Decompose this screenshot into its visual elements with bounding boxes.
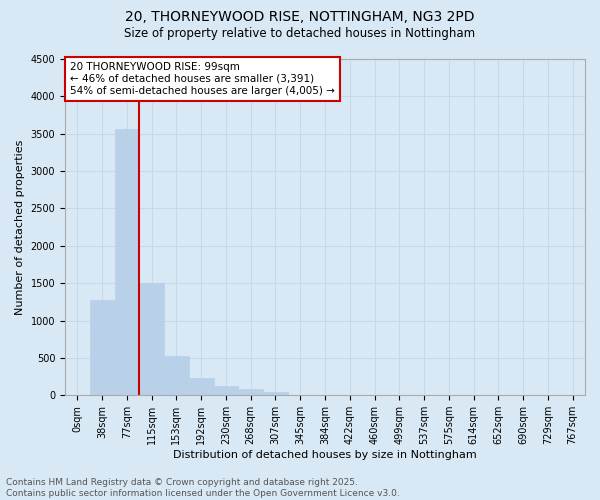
Bar — [139, 283, 164, 395]
X-axis label: Distribution of detached houses by size in Nottingham: Distribution of detached houses by size … — [173, 450, 477, 460]
Bar — [214, 386, 238, 395]
Bar — [115, 129, 139, 395]
Bar — [263, 392, 288, 395]
Y-axis label: Number of detached properties: Number of detached properties — [15, 140, 25, 315]
Bar — [238, 389, 263, 395]
Text: 20, THORNEYWOOD RISE, NOTTINGHAM, NG3 2PD: 20, THORNEYWOOD RISE, NOTTINGHAM, NG3 2P… — [125, 10, 475, 24]
Bar — [164, 356, 189, 395]
Bar — [90, 300, 115, 395]
Bar — [189, 378, 214, 395]
Text: Size of property relative to detached houses in Nottingham: Size of property relative to detached ho… — [124, 28, 476, 40]
Text: 20 THORNEYWOOD RISE: 99sqm
← 46% of detached houses are smaller (3,391)
54% of s: 20 THORNEYWOOD RISE: 99sqm ← 46% of deta… — [70, 62, 335, 96]
Text: Contains HM Land Registry data © Crown copyright and database right 2025.
Contai: Contains HM Land Registry data © Crown c… — [6, 478, 400, 498]
